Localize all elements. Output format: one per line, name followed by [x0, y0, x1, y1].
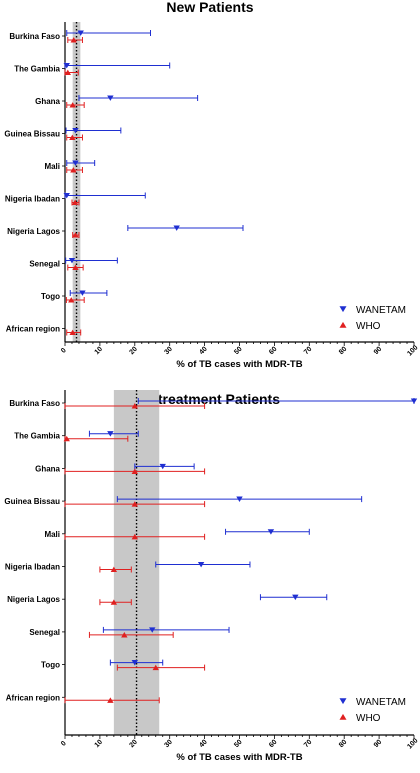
who-point — [69, 102, 76, 108]
who-point — [107, 697, 114, 703]
who-point — [63, 435, 70, 442]
who-legend-label: WHO — [356, 713, 381, 724]
wanetam-point — [410, 398, 418, 404]
wanetam-point — [107, 95, 114, 101]
category-label: Guinea Bissau — [4, 497, 60, 506]
x-tick-label: 10 — [94, 739, 105, 750]
x-tick-label: 60 — [268, 346, 279, 357]
wanetam-point — [236, 496, 243, 502]
category-label: Burkina Faso — [9, 399, 60, 408]
who-point — [64, 69, 71, 76]
wanetam-point — [79, 290, 86, 296]
category-label: Togo — [41, 661, 60, 670]
who-point — [110, 566, 118, 573]
x-tick-label: 50 — [233, 739, 244, 750]
who-point — [131, 403, 138, 409]
category-label: Nigeria Ibadan — [5, 563, 60, 572]
x-tick-label: 20 — [129, 346, 140, 357]
x-tick-label: 0 — [60, 740, 68, 748]
who-point — [131, 501, 138, 507]
who-point — [131, 533, 138, 540]
wanetam-point — [107, 431, 114, 437]
x-tick-label: 40 — [198, 739, 209, 750]
wanetam-legend-label: WANETAM — [356, 697, 406, 708]
x-tick-label: 60 — [268, 739, 279, 750]
wanetam-point — [159, 463, 166, 470]
who-point — [68, 297, 75, 303]
category-label: African region — [6, 693, 60, 702]
category-label: Mali — [44, 530, 60, 539]
category-label: Senegal — [29, 628, 60, 637]
x-tick-label: 70 — [303, 739, 314, 750]
x-tick-label: 0 — [60, 347, 68, 355]
who-point — [69, 329, 76, 336]
x-tick-label: 50 — [233, 346, 244, 357]
who-point — [152, 664, 159, 671]
who-point — [70, 167, 77, 173]
category-label: Togo — [41, 292, 60, 301]
category-label: Ghana — [35, 97, 60, 106]
x-tick-label: 30 — [163, 739, 174, 750]
category-label: African region — [6, 325, 60, 334]
who-legend-label: WHO — [356, 321, 381, 332]
wanetam-point — [131, 660, 138, 666]
wanetam-legend-marker — [339, 698, 347, 705]
who-point — [72, 264, 79, 271]
category-label: The Gambia — [14, 432, 60, 441]
x-tick-label: 30 — [163, 346, 174, 357]
category-label: Nigeria Lagos — [7, 227, 60, 236]
wanetam-point — [68, 257, 76, 264]
who-legend-marker — [339, 321, 347, 328]
wanetam-point — [63, 192, 70, 199]
who-point — [70, 37, 77, 43]
wanetam-point — [149, 627, 156, 633]
who-point — [131, 468, 138, 474]
wanetam-point — [197, 561, 205, 568]
category-label: Mali — [44, 162, 60, 171]
panel-retreatment-patients: Retreatment Patients 0 10 20 30 40 50 60 70 80 90 1… — [4, 390, 420, 763]
who-point — [71, 199, 79, 206]
wanetam-point — [173, 225, 180, 231]
category-label: Burkina Faso — [9, 32, 60, 41]
x-tick-label: 100 — [406, 737, 419, 750]
x-axis-label: % of TB cases with MDR-TB — [176, 752, 302, 763]
category-label: Ghana — [35, 464, 60, 473]
wanetam-point — [72, 127, 79, 134]
x-tick-label: 20 — [129, 739, 140, 750]
category-label: Guinea Bissau — [4, 130, 60, 139]
wanetam-legend-label: WANETAM — [356, 305, 406, 316]
x-tick-label: 80 — [338, 346, 349, 357]
who-legend-marker — [339, 713, 347, 720]
who-point — [121, 632, 128, 638]
x-tick-label: 90 — [373, 739, 384, 750]
wanetam-point — [77, 30, 84, 36]
panel-new-patients: New Patients 0 10 20 30 40 50 60 70 80 90 100 % of T… — [4, 0, 419, 370]
wanetam-point — [267, 529, 275, 535]
panel-title: Retreatment Patients — [140, 391, 280, 407]
wanetam-point — [72, 160, 79, 166]
x-axis-label: % of TB cases with MDR-TB — [176, 359, 302, 370]
x-tick-label: 70 — [303, 346, 314, 357]
x-tick-label: 90 — [373, 346, 384, 357]
panel-title: New Patients — [166, 0, 253, 15]
x-tick-label: 40 — [198, 346, 209, 357]
x-tick-label: 100 — [406, 344, 419, 357]
category-label: Senegal — [29, 260, 60, 269]
who-point — [69, 134, 76, 141]
who-point — [110, 599, 118, 605]
x-tick-label: 10 — [94, 346, 105, 357]
who-point — [72, 232, 79, 238]
category-label: Nigeria Lagos — [7, 595, 60, 604]
wanetam-point — [63, 62, 70, 69]
wanetam-legend-marker — [339, 306, 347, 313]
x-tick-label: 80 — [338, 739, 349, 750]
reference-band — [72, 22, 81, 342]
category-label: The Gambia — [14, 65, 60, 74]
wanetam-point — [292, 594, 299, 601]
category-label: Nigeria Ibadan — [5, 195, 60, 204]
